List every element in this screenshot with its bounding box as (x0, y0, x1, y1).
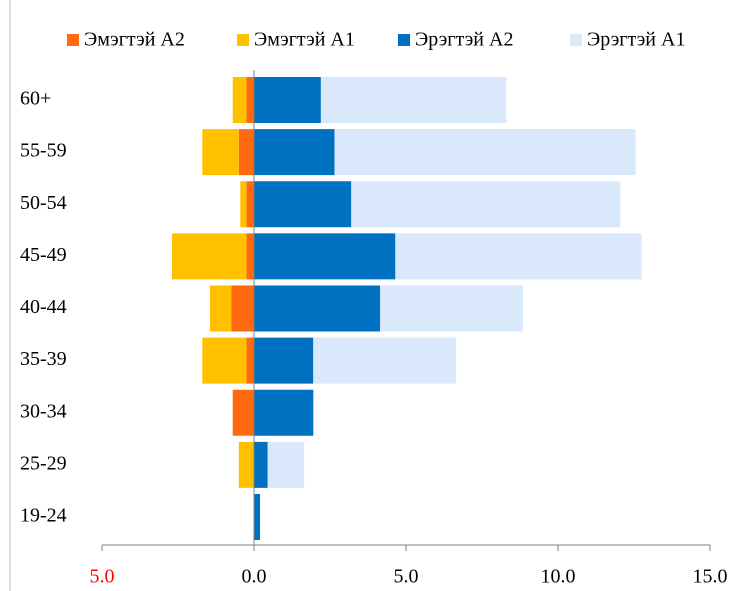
bar (254, 77, 321, 123)
legend-swatch (67, 34, 79, 46)
bar (254, 337, 314, 384)
y-tick-label: 45-49 (20, 244, 67, 266)
y-tick-label: 30-34 (20, 400, 67, 422)
bar (232, 389, 254, 436)
bar (254, 389, 314, 436)
bar (313, 337, 457, 384)
bar (231, 285, 254, 332)
y-tick-label: 35-39 (20, 348, 67, 370)
y-tick-label: 25-29 (20, 452, 67, 474)
y-tick-label: 19-24 (20, 505, 67, 527)
bar (380, 285, 524, 332)
legend-label: Эрэгтэй A2 (415, 29, 513, 51)
bar (171, 233, 247, 280)
bar (395, 233, 642, 280)
x-tick-label: 0.0 (242, 566, 267, 588)
bar (254, 285, 381, 332)
bar (254, 181, 352, 228)
bar (209, 285, 232, 332)
bar (240, 181, 247, 228)
legend-swatch (237, 34, 249, 46)
legend-label: Эмэгтэй A1 (254, 29, 355, 51)
y-tick-label: 55-59 (20, 140, 67, 162)
x-tick-label: 15.0 (693, 566, 728, 588)
y-tick-label: 60+ (20, 88, 51, 110)
legend-swatch (398, 34, 410, 46)
bar (246, 337, 254, 384)
x-tick-label: 5.0 (394, 566, 419, 588)
bar (320, 77, 507, 123)
bar (238, 129, 254, 176)
x-tick-label: 10.0 (541, 566, 576, 588)
bar (254, 129, 335, 176)
bar (246, 77, 254, 123)
legend-label: Эмэгтэй A2 (84, 29, 185, 51)
bar (351, 181, 621, 228)
bar (254, 233, 396, 280)
bar (202, 337, 247, 384)
bar (334, 129, 636, 176)
bar (267, 441, 305, 488)
bar (246, 233, 254, 280)
legend-swatch (570, 34, 582, 46)
bar (232, 77, 247, 123)
bar (246, 181, 254, 228)
bar (202, 129, 239, 176)
legend-label: Эрэгтэй A1 (587, 29, 685, 51)
y-tick-label: 50-54 (20, 192, 67, 214)
x-tick-label: 5.0 (90, 566, 115, 588)
y-tick-label: 40-44 (20, 296, 67, 318)
bar (254, 441, 268, 488)
bar (254, 494, 261, 540)
bar (238, 441, 254, 488)
